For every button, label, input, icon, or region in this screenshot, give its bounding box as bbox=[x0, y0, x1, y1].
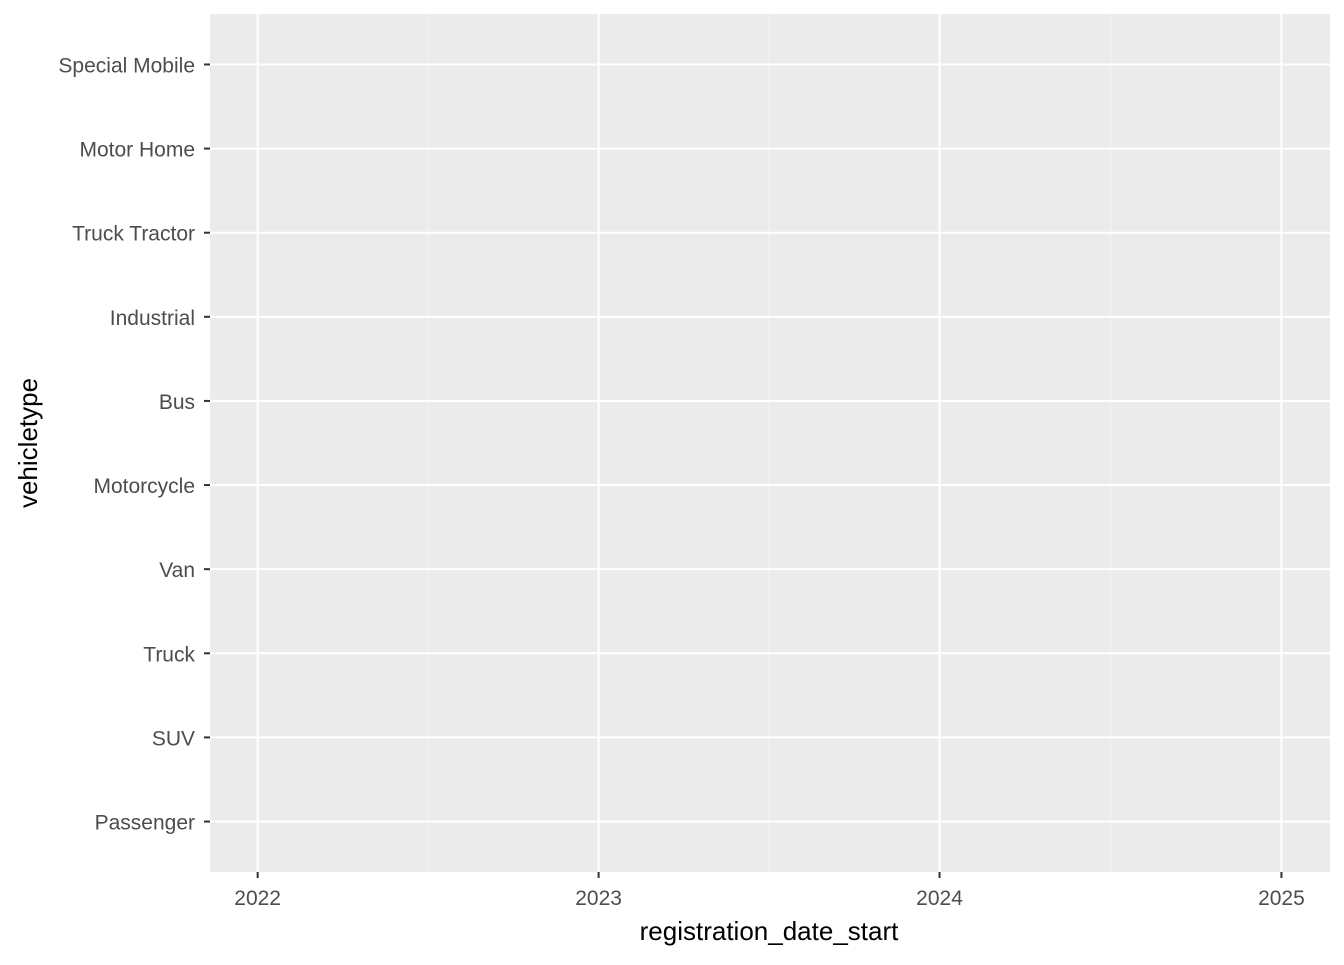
y-tick-label: Industrial bbox=[110, 307, 195, 330]
y-tick-label: SUV bbox=[152, 727, 195, 750]
y-tick-label: Motorcycle bbox=[93, 475, 195, 498]
x-axis-title: registration_date_start bbox=[640, 916, 899, 946]
x-tick-label: 2023 bbox=[575, 887, 622, 910]
y-tick-label: Special Mobile bbox=[58, 54, 195, 77]
y-tick-label: Bus bbox=[159, 391, 195, 414]
minor-gridlines bbox=[427, 14, 1111, 872]
major-gridlines bbox=[210, 14, 1330, 872]
y-tick-label: Truck Tractor bbox=[72, 223, 195, 246]
y-tick-label: Passenger bbox=[95, 812, 195, 835]
x-tick-label: 2022 bbox=[234, 887, 281, 910]
x-tick-label: 2025 bbox=[1258, 887, 1305, 910]
plot-panel bbox=[210, 14, 1330, 872]
x-tick-label: 2024 bbox=[916, 887, 963, 910]
y-tick-label: Motor Home bbox=[79, 139, 195, 162]
x-axis: 2022 2023 2024 2025 bbox=[234, 872, 1305, 910]
y-tick-label: Van bbox=[159, 559, 195, 582]
y-tick-label: Truck bbox=[143, 643, 195, 666]
y-axis: Passenger SUV Truck Van Motorcycle Bus Industr… bbox=[58, 54, 210, 835]
y-axis-title: vehicletype bbox=[13, 378, 43, 508]
